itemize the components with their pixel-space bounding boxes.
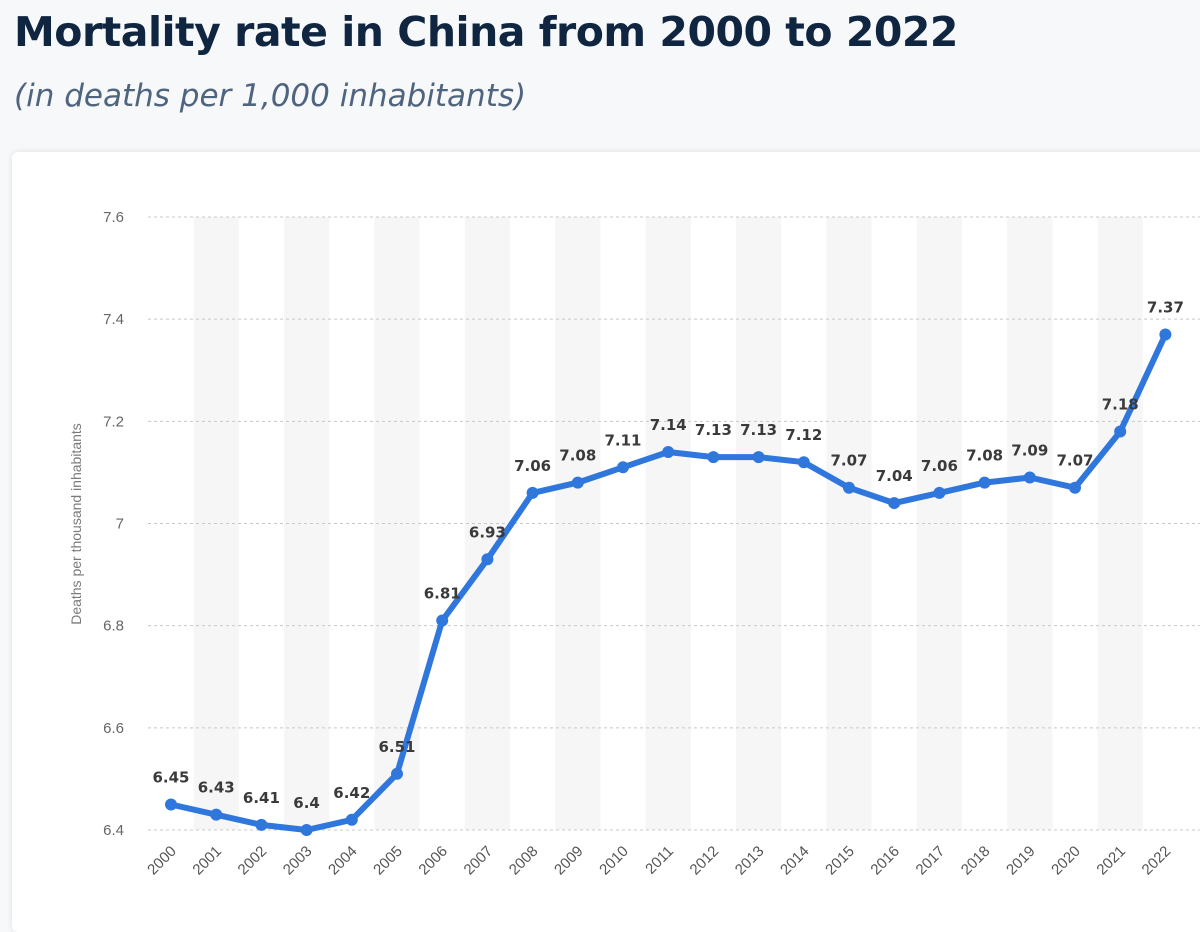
data-label: 6.4	[293, 794, 320, 812]
data-point	[165, 798, 177, 811]
chart-subtitle: (in deaths per 1,000 inhabitants)	[14, 78, 527, 114]
data-point	[300, 824, 313, 836]
data-label: 7.07	[830, 452, 867, 470]
data-point	[933, 486, 946, 499]
y-tick-label: 6.6	[103, 720, 124, 737]
data-label: 7.06	[514, 457, 551, 475]
data-label: 7.08	[966, 447, 1003, 465]
data-point	[526, 486, 539, 499]
x-tick-label: 2013	[732, 843, 768, 879]
data-point	[481, 553, 494, 566]
data-point	[1023, 471, 1036, 484]
data-label: 6.45	[152, 768, 189, 786]
data-label: 7.09	[1011, 442, 1048, 460]
x-tick-label: 2005	[370, 843, 406, 879]
y-tick-label: 7.4	[103, 311, 124, 328]
x-tick-label: 2019	[1003, 843, 1039, 879]
data-point	[662, 445, 675, 458]
data-label: 7.04	[876, 467, 913, 485]
x-tick-label: 2004	[325, 843, 361, 879]
data-label: 7.13	[695, 421, 732, 439]
data-point	[707, 451, 720, 464]
gridlines	[148, 216, 1200, 831]
x-tick-label: 2001	[189, 843, 225, 879]
data-point	[210, 808, 223, 821]
data-point	[1069, 481, 1081, 494]
data-point	[617, 461, 629, 474]
data-label: 7.37	[1147, 298, 1184, 316]
x-tick-label: 2015	[822, 843, 858, 879]
data-point	[436, 614, 449, 627]
data-label: 7.13	[740, 421, 777, 439]
x-axis-ticks: 2000 2001 2002 2003 2004 2005 2006 2007 2008 2009…	[144, 843, 1174, 879]
x-tick-label: 2012	[687, 843, 723, 879]
y-axis-ticks: 6.4 6.6 6.8 7 7.2 7.4 7.6	[103, 209, 124, 839]
data-label: 6.42	[333, 784, 370, 802]
x-tick-label: 2021	[1093, 843, 1129, 879]
x-tick-label: 2014	[777, 843, 813, 879]
data-label: 6.81	[424, 585, 461, 603]
data-label: 6.93	[469, 523, 506, 541]
data-point	[391, 767, 403, 780]
data-label: 7.06	[921, 457, 958, 475]
data-points	[165, 328, 1172, 836]
data-label: 7.14	[650, 416, 687, 434]
data-point	[797, 456, 810, 469]
x-tick-label: 2016	[867, 843, 903, 879]
data-label: 7.11	[604, 431, 641, 449]
x-tick-label: 2010	[596, 843, 632, 879]
y-axis-label: Deaths per thousand inhabitants	[68, 423, 84, 625]
data-point	[752, 451, 765, 464]
data-point	[345, 813, 358, 826]
data-label: 6.41	[243, 789, 280, 807]
y-tick-label: 6.4	[103, 822, 124, 839]
data-point	[978, 476, 991, 489]
data-point	[1114, 425, 1127, 438]
data-label: 7.12	[785, 426, 822, 444]
x-tick-label: 2017	[913, 843, 949, 879]
data-point	[843, 481, 855, 494]
data-point	[888, 497, 901, 510]
data-point	[1159, 328, 1172, 341]
x-tick-label: 2006	[415, 843, 451, 879]
data-label: 7.07	[1056, 452, 1093, 470]
y-tick-label: 7	[116, 516, 124, 533]
y-tick-label: 7.2	[103, 413, 124, 430]
x-tick-label: 2022	[1139, 843, 1175, 879]
y-tick-label: 6.8	[103, 618, 124, 635]
x-tick-label: 2008	[506, 843, 542, 879]
x-tick-label: 2002	[235, 843, 271, 879]
y-tick-label: 7.6	[103, 209, 124, 226]
x-tick-label: 2007	[461, 843, 497, 879]
data-label: 7.08	[559, 447, 596, 465]
x-tick-label: 2003	[280, 843, 316, 879]
data-labels: 6.45 6.43 6.41 6.4 6.42 6.51 6.81 6.93 7.06 7.08 7…	[152, 298, 1183, 812]
data-point	[571, 476, 584, 489]
chart-title: Mortality rate in China from 2000 to 202…	[14, 8, 958, 56]
x-tick-label: 2020	[1048, 843, 1084, 879]
x-tick-label: 2011	[642, 843, 677, 878]
data-label: 6.51	[378, 738, 415, 756]
x-tick-label: 2000	[144, 843, 180, 879]
x-tick-label: 2018	[958, 843, 994, 879]
data-point	[255, 818, 268, 831]
x-tick-label: 2009	[551, 843, 587, 879]
data-label: 7.18	[1102, 396, 1139, 414]
data-label: 6.43	[198, 779, 235, 797]
